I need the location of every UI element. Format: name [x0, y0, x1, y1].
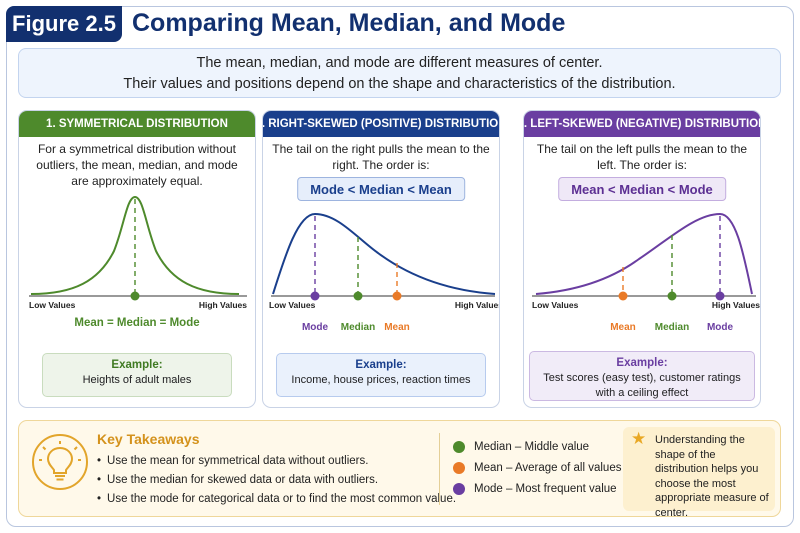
legend-label: Mean – Average of all values: [474, 462, 622, 474]
intro-box: The mean, median, and mode are different…: [18, 48, 781, 98]
example-title: Example:: [616, 357, 668, 369]
example-box: Example: Heights of adult males: [42, 353, 232, 397]
panel-description: The tail on the left pulls the mean to t…: [536, 142, 748, 172]
axis-low-label: Low Values: [532, 300, 579, 310]
intro-line-1: The mean, median, and mode are different…: [196, 55, 603, 71]
figure-tag: Figure 2.5: [6, 6, 122, 42]
median-dot-icon: [453, 441, 465, 453]
panel-left-skewed: 3. LEFT-SKEWED (NEGATIVE) DISTRIBUTION T…: [523, 110, 761, 408]
legend: Median – Middle value Mean – Average of …: [453, 437, 621, 500]
takeaways-list: Use the mean for symmetrical data withou…: [97, 452, 456, 509]
mode-label: Mode: [302, 322, 329, 333]
axis-high-label: High Values: [455, 300, 500, 310]
median-label: Median: [341, 322, 375, 333]
legend-label: Mode – Most frequent value: [474, 483, 617, 495]
mean-marker: [392, 291, 402, 301]
order-box: Mean < Median < Mode: [558, 177, 726, 201]
left-skewed-curve: [535, 212, 753, 295]
example-box: Example: Test scores (easy test), custom…: [529, 351, 755, 401]
mode-marker: [715, 291, 725, 301]
example-text: Test scores (easy test), customer rating…: [543, 372, 741, 399]
symmetric-curve-diagram: Low Values High Values: [29, 195, 247, 310]
panel-heading: 1. SYMMETRICAL DISTRIBUTION: [19, 111, 255, 137]
legend-item-median: Median – Middle value: [453, 437, 621, 457]
center-marker: [130, 291, 140, 301]
mode-marker: [310, 291, 320, 301]
mean-marker: [618, 291, 628, 301]
divider: [439, 433, 440, 505]
star-icon: ★: [631, 429, 647, 448]
mean-label: Mean: [610, 322, 636, 333]
median-label: Median: [655, 322, 689, 333]
mean-label: Mean: [384, 322, 410, 333]
example-box: Example: Income, house prices, reaction …: [276, 353, 486, 397]
right-skewed-curve: [272, 212, 496, 295]
intro-line-2: Their values and positions depend on the…: [123, 76, 676, 92]
takeaways-title: Key Takeaways: [97, 431, 200, 447]
takeaway-item: Use the mean for symmetrical data withou…: [97, 452, 456, 471]
panel-heading: 3. LEFT-SKEWED (NEGATIVE) DISTRIBUTION: [524, 111, 760, 137]
takeaway-item: Use the mode for categorical data or to …: [97, 490, 456, 509]
page-title: Comparing Mean, Median, and Mode: [132, 9, 566, 37]
takeaway-item: Use the median for skewed data or data w…: [97, 471, 456, 490]
shape-note-box: ★ Understanding the shape of the distrib…: [623, 427, 775, 519]
median-marker: [353, 291, 363, 301]
axis-low-label: Low Values: [29, 300, 76, 310]
shape-note-text: Understanding the shape of the distribut…: [655, 434, 769, 519]
lightbulb-icon: [32, 434, 88, 490]
legend-label: Median – Middle value: [474, 441, 590, 453]
example-text: Income, house prices, reaction times: [291, 374, 471, 386]
order-box: Mode < Median < Mean: [297, 177, 465, 201]
median-marker: [667, 291, 677, 301]
legend-item-mean: Mean – Average of all values: [453, 458, 621, 478]
axis-low-label: Low Values: [269, 300, 316, 310]
example-text: Heights of adult males: [82, 374, 192, 386]
right-skewed-curve-diagram: Low Values High Values Mode Median Mean: [269, 212, 500, 333]
panel-right-skewed: 2. RIGHT-SKEWED (POSITIVE) DISTRIBUTION …: [262, 110, 500, 408]
mode-label: Mode: [707, 322, 734, 333]
example-title: Example:: [355, 359, 407, 371]
panel-description: The tail on the right pulls the mean to …: [272, 142, 490, 172]
panel-description: For a symmetrical distribution without o…: [36, 142, 238, 188]
panel-heading: 2. RIGHT-SKEWED (POSITIVE) DISTRIBUTION: [263, 111, 499, 137]
panel-symmetrical: 1. SYMMETRICAL DISTRIBUTION For a symmet…: [18, 110, 256, 408]
mean-dot-icon: [453, 462, 465, 474]
left-skewed-curve-diagram: Low Values High Values Mean Median Mode: [532, 212, 760, 333]
axis-high-label: High Values: [199, 300, 247, 310]
symmetric-curve: [30, 195, 240, 295]
example-title: Example:: [111, 359, 163, 371]
key-takeaways-box: Key Takeaways Use the mean for symmetric…: [18, 420, 781, 519]
legend-item-mode: Mode – Most frequent value: [453, 479, 621, 499]
mode-dot-icon: [453, 483, 465, 495]
axis-high-label: High Values: [712, 300, 760, 310]
equality-label: Mean = Median = Mode: [74, 317, 200, 329]
